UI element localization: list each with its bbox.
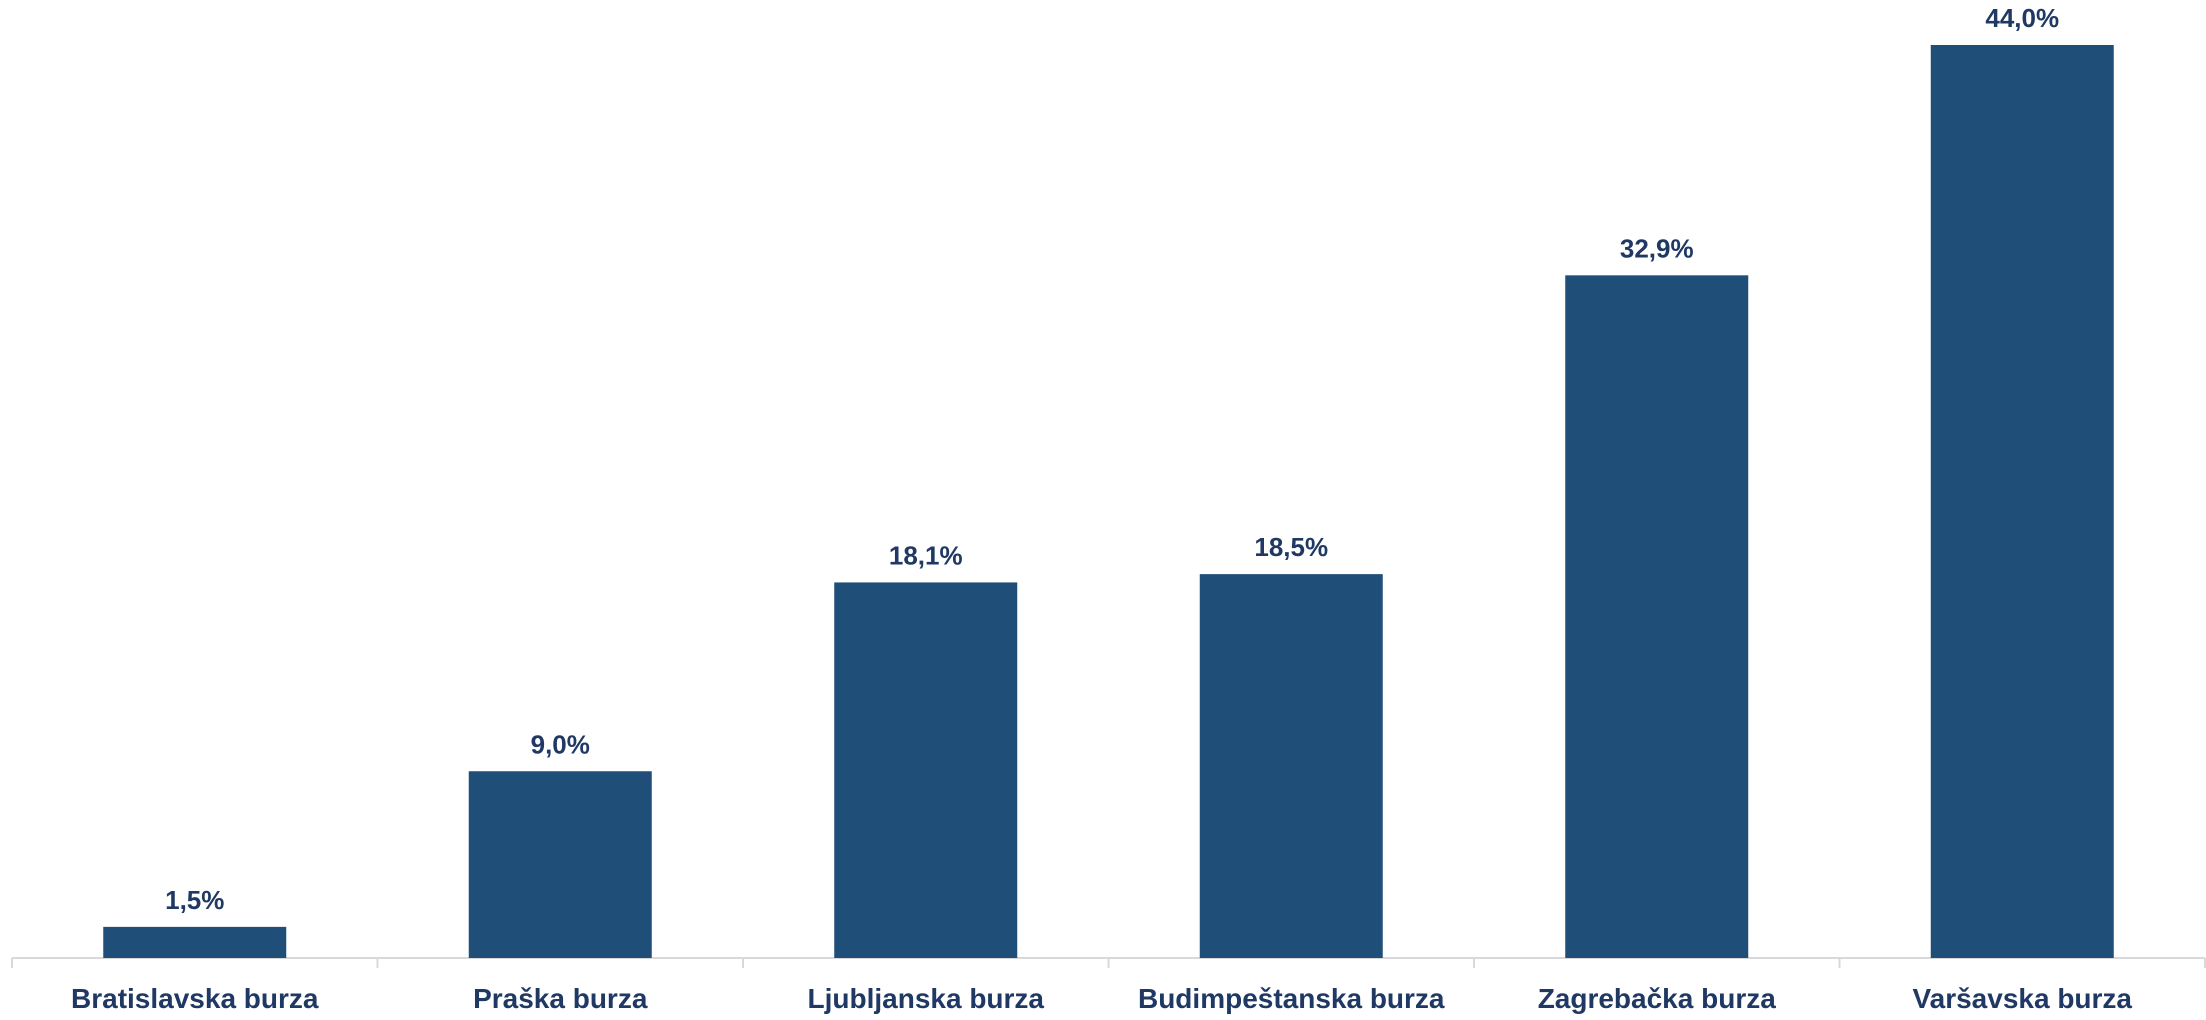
bar-data-label: 9,0% <box>531 729 590 759</box>
x-tick-label: Budimpeštanska burza <box>1138 983 1445 1014</box>
x-tick-label: Praška burza <box>473 983 648 1014</box>
x-tick-label: Bratislavska burza <box>71 983 319 1014</box>
bar-data-label: 1,5% <box>165 885 224 915</box>
bar-data-label: 32,9% <box>1620 233 1694 263</box>
x-tick-label: Varšavska burza <box>1913 983 2133 1014</box>
bar-data-label: 18,1% <box>889 540 963 570</box>
bar <box>1199 574 1383 958</box>
x-tick-label: Ljubljanska burza <box>808 983 1045 1014</box>
bar <box>834 582 1018 958</box>
bar <box>1930 45 2114 958</box>
x-tick-label: Zagrebačka burza <box>1538 983 1777 1014</box>
bar <box>1565 275 1749 958</box>
bar <box>468 771 652 958</box>
bar-data-label: 44,0% <box>1985 3 2059 33</box>
bar-data-label: 18,5% <box>1254 532 1328 562</box>
bar <box>103 926 287 958</box>
